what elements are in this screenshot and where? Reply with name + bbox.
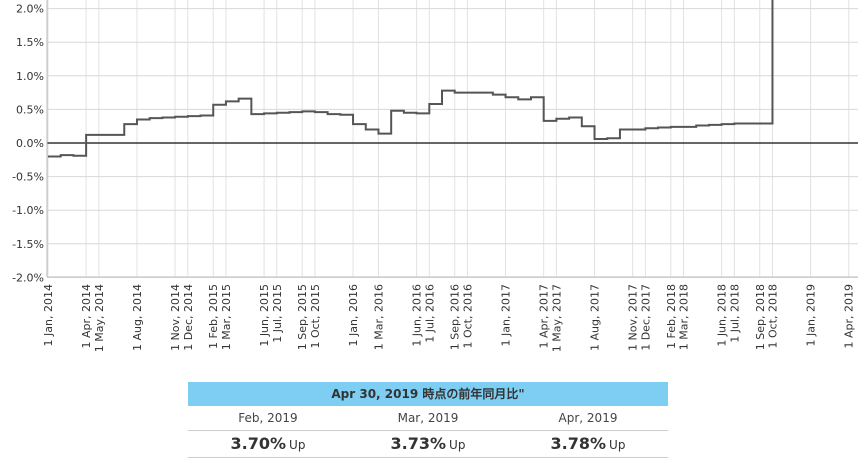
x-tick-label: 1 Sep, 2015 xyxy=(296,284,309,350)
y-tick-label: 0.5% xyxy=(16,103,44,116)
month-label: Feb, 2019 xyxy=(238,411,298,425)
x-tick-label: 1 Mar, 2015 xyxy=(220,284,233,350)
x-tick-label: 1 Dec, 2017 xyxy=(639,284,652,351)
x-tick-label: 1 Sep, 2016 xyxy=(449,284,462,350)
x-tick-label: 1 Jan, 2016 xyxy=(347,284,360,346)
y-tick-label: 0.0% xyxy=(16,137,44,150)
value-cell: 3.70% Up xyxy=(230,434,306,453)
yoy-step-chart: 2.0% 1.5% 1.0% 0.5% 0.0% -0.5% -1.0% -1.5% -2.0%… xyxy=(12,0,858,352)
value-cell: 3.73% Up xyxy=(390,434,466,453)
x-tick-label: 1 Jan, 2014 xyxy=(42,284,55,346)
x-tick-label: 1 Jun, 2016 xyxy=(411,284,424,347)
y-tick-label: -1.0% xyxy=(12,204,44,217)
x-tick-label: 1 Jun, 2015 xyxy=(258,284,271,347)
x-tick-label: 1 Feb, 2015 xyxy=(207,284,220,349)
month-label: Apr, 2019 xyxy=(558,411,618,425)
x-tick-label: 1 Apr, 2019 xyxy=(843,284,856,349)
x-tick-label: 1 Jul, 2018 xyxy=(728,284,741,343)
x-tick-label: 1 May, 2014 xyxy=(93,284,106,352)
y-tick-label: -2.0% xyxy=(12,271,44,284)
x-tick-label: 1 Mar, 2016 xyxy=(372,284,385,350)
x-tick-label: 1 Dec, 2014 xyxy=(182,284,195,351)
x-tick-label: 1 Oct, 2016 xyxy=(461,284,474,349)
y-tick-label: -1.5% xyxy=(12,238,44,251)
x-tick-label: 1 Oct, 2015 xyxy=(309,284,322,349)
x-tick-label: 1 Jul, 2016 xyxy=(423,284,436,343)
x-tick-label: 1 Apr, 2017 xyxy=(538,284,551,349)
x-tick-label: 1 Apr, 2014 xyxy=(80,284,93,349)
summary-title: Apr 30, 2019 時点の前年同月比" xyxy=(188,382,668,406)
month-label: Mar, 2019 xyxy=(397,411,459,425)
x-tick-label: 1 Jan, 2019 xyxy=(805,284,818,346)
x-tick-label: 1 Aug, 2014 xyxy=(131,284,144,351)
series-line xyxy=(48,0,774,158)
value-cell: 3.78% Up xyxy=(550,434,626,453)
y-tick-label: 1.0% xyxy=(16,70,44,83)
y-tick-label: 1.5% xyxy=(16,36,44,49)
y-tick-label: -0.5% xyxy=(12,171,44,184)
x-tick-label: 1 Mar, 2018 xyxy=(678,284,691,350)
x-tick-label: 1 Aug, 2017 xyxy=(589,284,602,351)
summary-table: Apr 30, 2019 時点の前年同月比" Feb, 2019 Mar, 20… xyxy=(188,382,668,458)
x-tick-label: 1 Jun, 2018 xyxy=(716,284,729,347)
x-tick-label: 1 May, 2017 xyxy=(550,284,563,352)
x-tick-label: 1 Oct, 2018 xyxy=(766,284,779,349)
x-tick-label: 1 Nov, 2014 xyxy=(169,284,182,351)
x-tick-label: 1 Feb, 2018 xyxy=(665,284,678,349)
x-tick-label: 1 Jul, 2015 xyxy=(271,284,284,343)
x-tick-label: 1 Jan, 2017 xyxy=(500,284,513,346)
x-tick-label: 1 Sep, 2018 xyxy=(754,284,767,350)
x-tick-label: 1 Nov, 2017 xyxy=(627,284,640,351)
y-tick-label: 2.0% xyxy=(16,3,44,16)
